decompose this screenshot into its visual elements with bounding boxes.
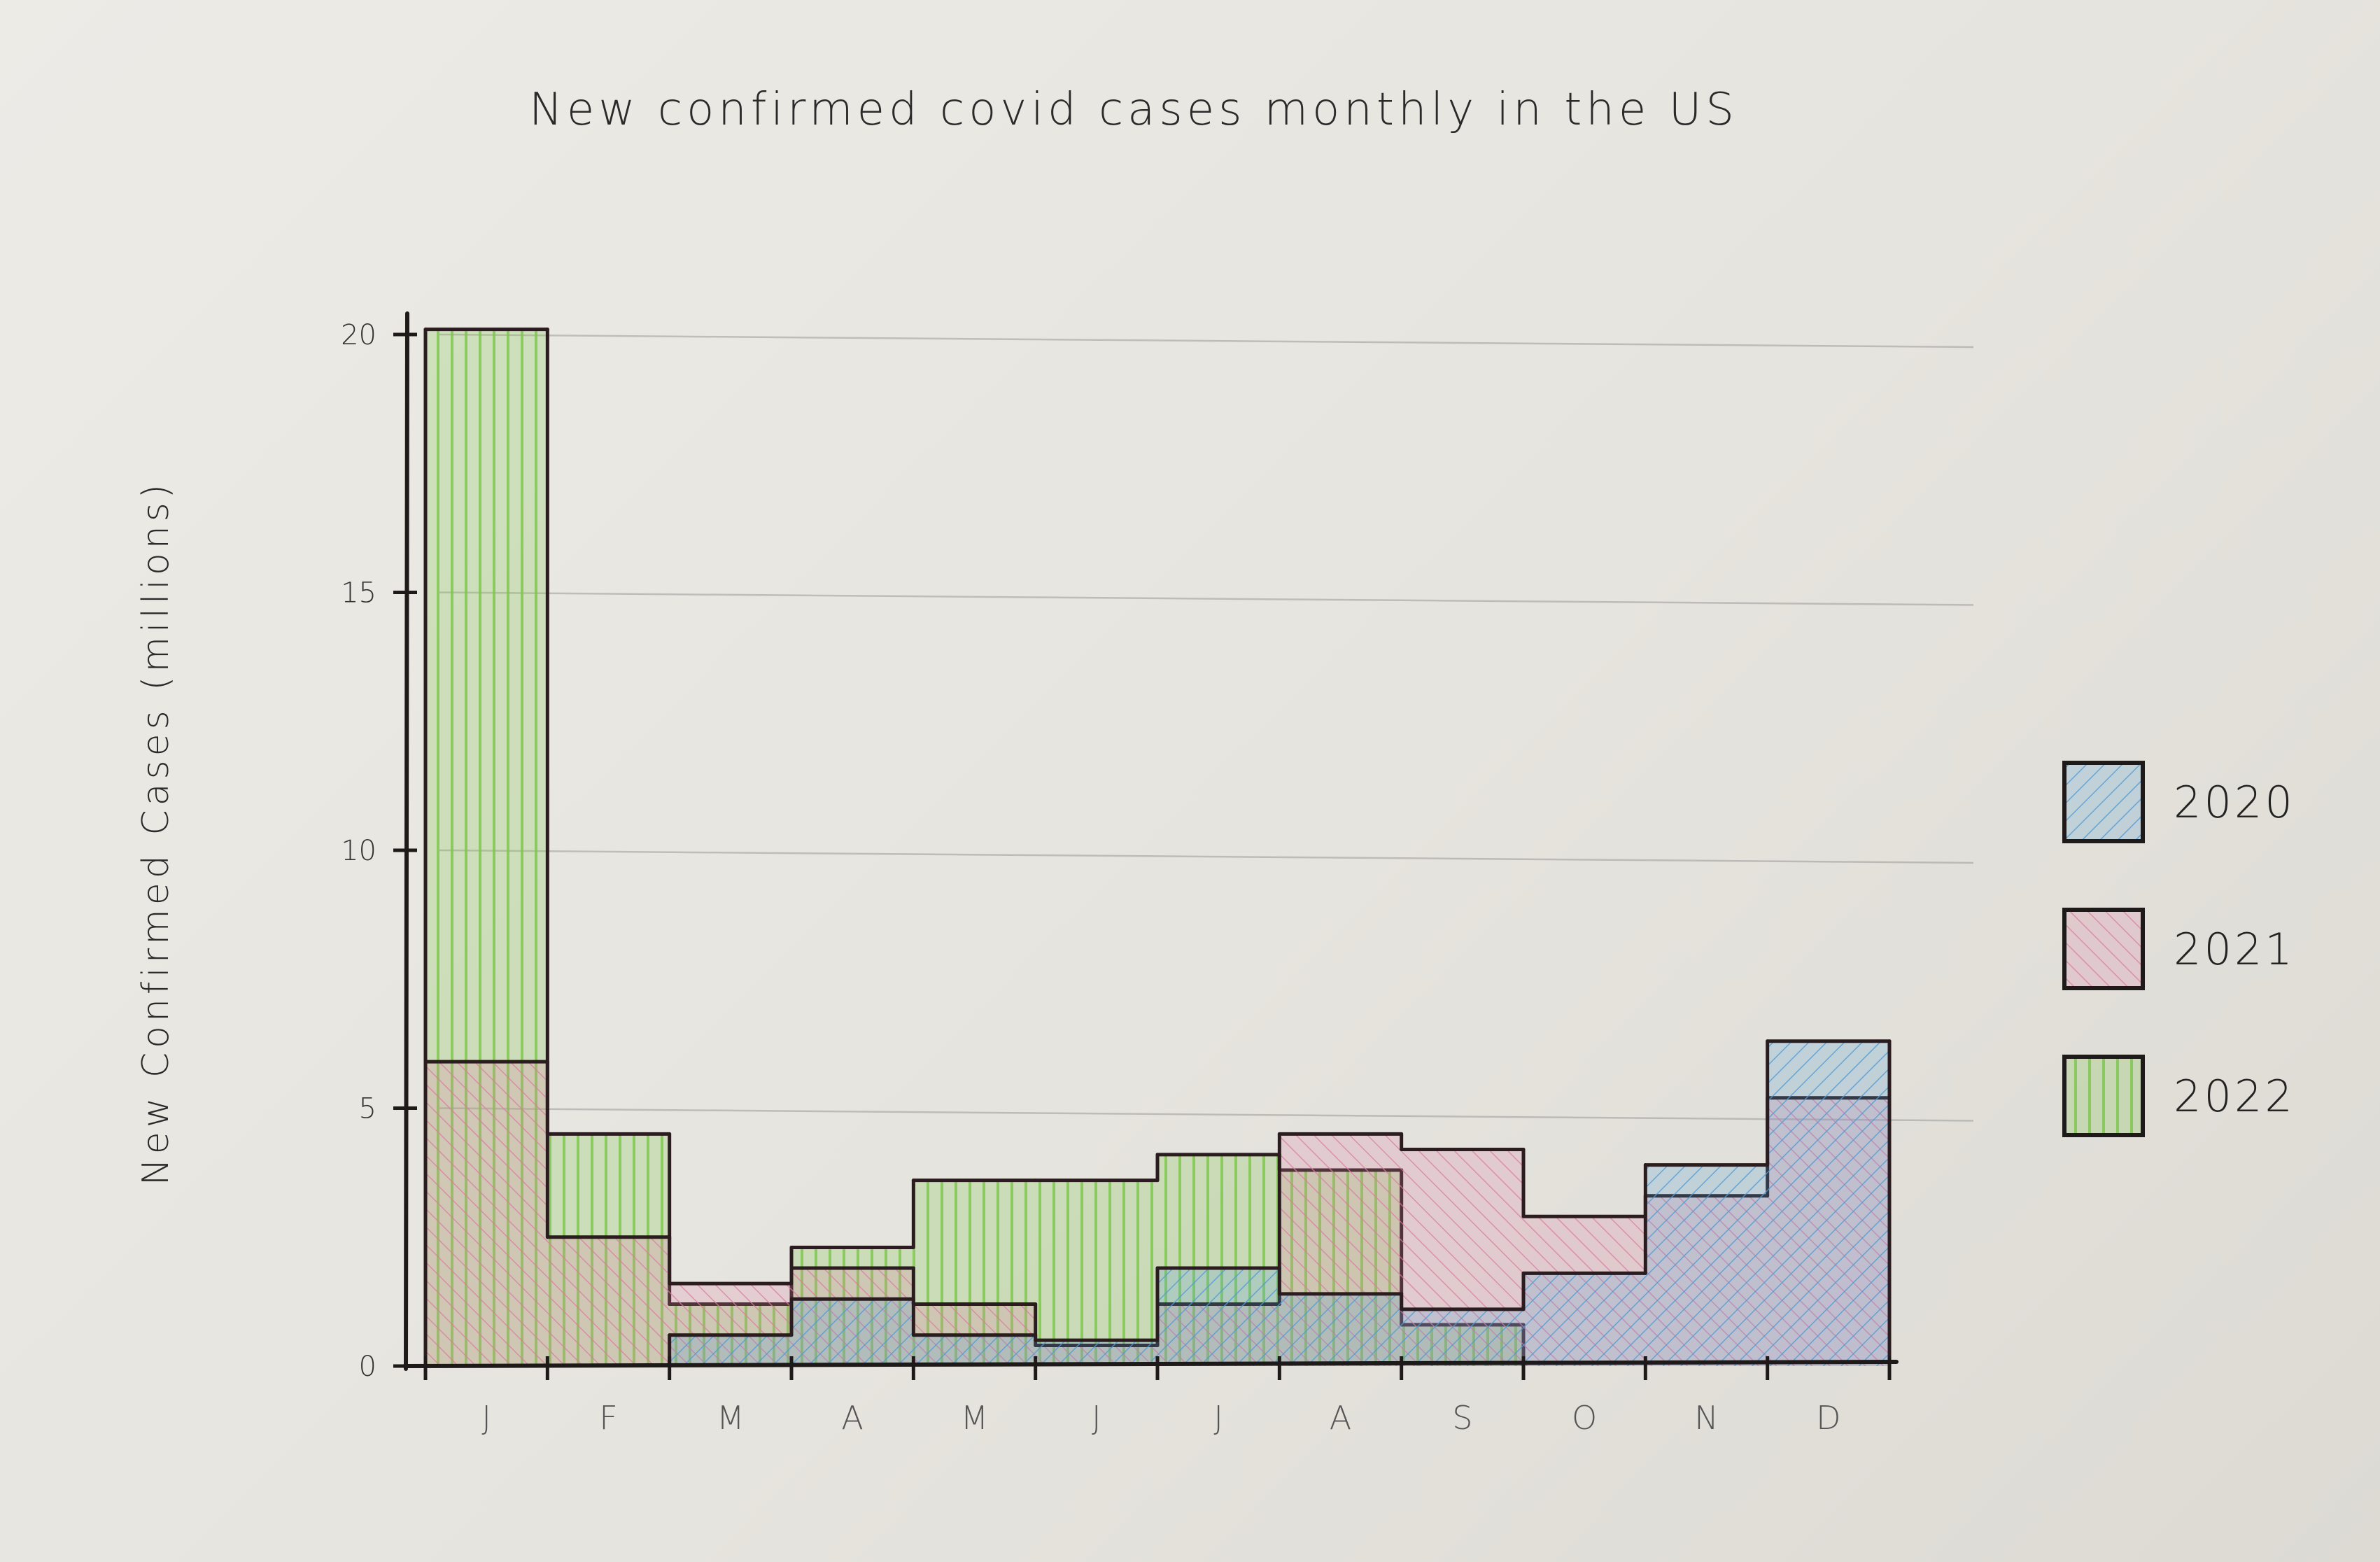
x-tick-label: O xyxy=(1572,1399,1597,1437)
y-axis-label: New Confirmed Cases (millions) xyxy=(135,480,177,1185)
grid-line xyxy=(439,1107,1974,1122)
axes xyxy=(402,311,1899,1371)
grid-line xyxy=(439,849,1974,864)
x-tick-label: M xyxy=(961,1399,989,1437)
legend: 2020 2021 2022 xyxy=(2062,761,2295,1137)
x-axis xyxy=(402,1360,1899,1368)
bar-2020-8 xyxy=(1279,1293,1402,1366)
bar-2022-6 xyxy=(1035,1180,1157,1366)
tick-labels: 0 5 10 15 20 J F M A M J J A S O N D xyxy=(341,319,1892,1437)
legend-label-2022: 2022 xyxy=(2174,1071,2295,1122)
x-tick-label: A xyxy=(1330,1399,1351,1437)
bar-2020-5 xyxy=(913,1335,1036,1366)
y-axis xyxy=(404,311,409,1371)
legend-swatch-2022 xyxy=(2062,1055,2145,1137)
bar-2020-9 xyxy=(1401,1309,1523,1366)
bar-2021-1 xyxy=(425,1062,548,1366)
chart-title: New confirmed covid cases monthly in the… xyxy=(529,84,1738,136)
bar-2021-2 xyxy=(547,1237,670,1366)
grid-lines xyxy=(439,333,1974,1122)
bars xyxy=(423,328,1892,1368)
x-tick-label: J xyxy=(1092,1399,1101,1437)
x-tick-label: J xyxy=(1213,1399,1223,1437)
y-tick-label: 20 xyxy=(341,319,376,351)
y-tick-label: 15 xyxy=(341,577,376,610)
grid-line xyxy=(439,333,1974,349)
x-tick-label: F xyxy=(599,1399,617,1437)
y-tick-label: 0 xyxy=(359,1351,376,1383)
legend-swatch-2020 xyxy=(2062,761,2145,843)
x-tick-label: S xyxy=(1452,1399,1472,1437)
legend-label-2021: 2021 xyxy=(2174,924,2295,975)
bar-2020-6 xyxy=(1035,1340,1157,1366)
bar-2020-3 xyxy=(669,1335,791,1366)
x-tick-label: A xyxy=(841,1399,863,1437)
x-tick-label: M xyxy=(717,1399,745,1437)
y-tick-label: 5 xyxy=(359,1093,376,1125)
bar-2020-7 xyxy=(1157,1267,1280,1366)
x-tick-label: N xyxy=(1694,1399,1718,1437)
grid-line xyxy=(439,591,1974,606)
bar-2020-4 xyxy=(791,1299,914,1366)
x-tick-label: D xyxy=(1816,1399,1840,1437)
legend-swatch-2021 xyxy=(2062,908,2145,990)
bar-2020-10 xyxy=(1523,1273,1646,1366)
y-tick-label: 10 xyxy=(341,835,376,867)
x-tick-label: J xyxy=(481,1399,491,1437)
legend-label-2020: 2020 xyxy=(2174,777,2295,828)
bar-2020-11 xyxy=(1645,1165,1768,1366)
bar-2020-12 xyxy=(1767,1041,1889,1366)
